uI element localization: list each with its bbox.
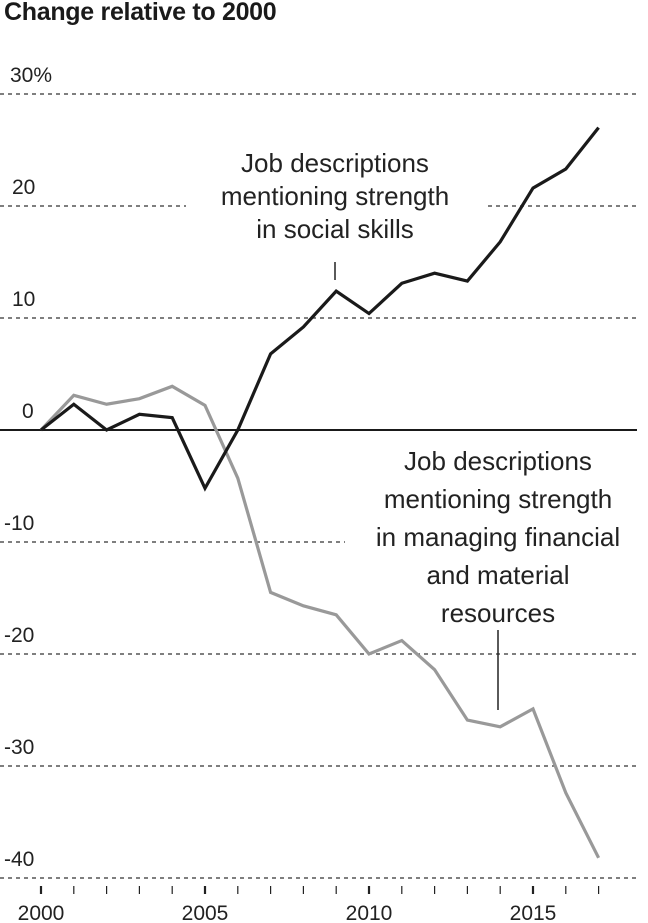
- y-axis-labels: 30% 20 10 0 -10 -20 -30 -40: [4, 64, 52, 871]
- social-skills-annotation: mentioning strength: [221, 181, 449, 211]
- social-skills-annotation: in social skills: [256, 214, 414, 244]
- y-tick-label: -40: [4, 848, 34, 871]
- chart-title: Change relative to 2000: [4, 0, 277, 26]
- y-tick-label: 0: [22, 400, 34, 423]
- managing-resources-annotation: mentioning strength: [384, 484, 612, 514]
- managing-resources-annotation: resources: [441, 598, 555, 628]
- x-tick-label: 2000: [18, 902, 65, 923]
- managing-resources-annotation: Job descriptions: [404, 446, 592, 476]
- x-axis: 2000 2005 2010 2015: [18, 886, 600, 923]
- x-tick-label: 2010: [346, 902, 393, 923]
- social-skills-annotation: Job descriptions: [241, 148, 429, 178]
- social-skills-line: [40, 126, 600, 492]
- series-lines: [39, 126, 601, 859]
- y-tick-label: -30: [4, 736, 34, 759]
- y-tick-label: 10: [12, 288, 35, 311]
- y-tick-label: -10: [4, 512, 34, 535]
- x-tick-label: 2005: [182, 902, 229, 923]
- managing-resources-line: [39, 384, 601, 859]
- y-tick-label: -20: [4, 624, 34, 647]
- y-tick-label: 30%: [10, 64, 52, 87]
- y-tick-label: 20: [12, 176, 35, 199]
- managing-resources-annotation: and material: [426, 560, 569, 590]
- annotation-backgrounds: [186, 148, 648, 625]
- managing-resources-annotation: in managing financial: [376, 522, 620, 552]
- x-tick-label: 2015: [510, 902, 557, 923]
